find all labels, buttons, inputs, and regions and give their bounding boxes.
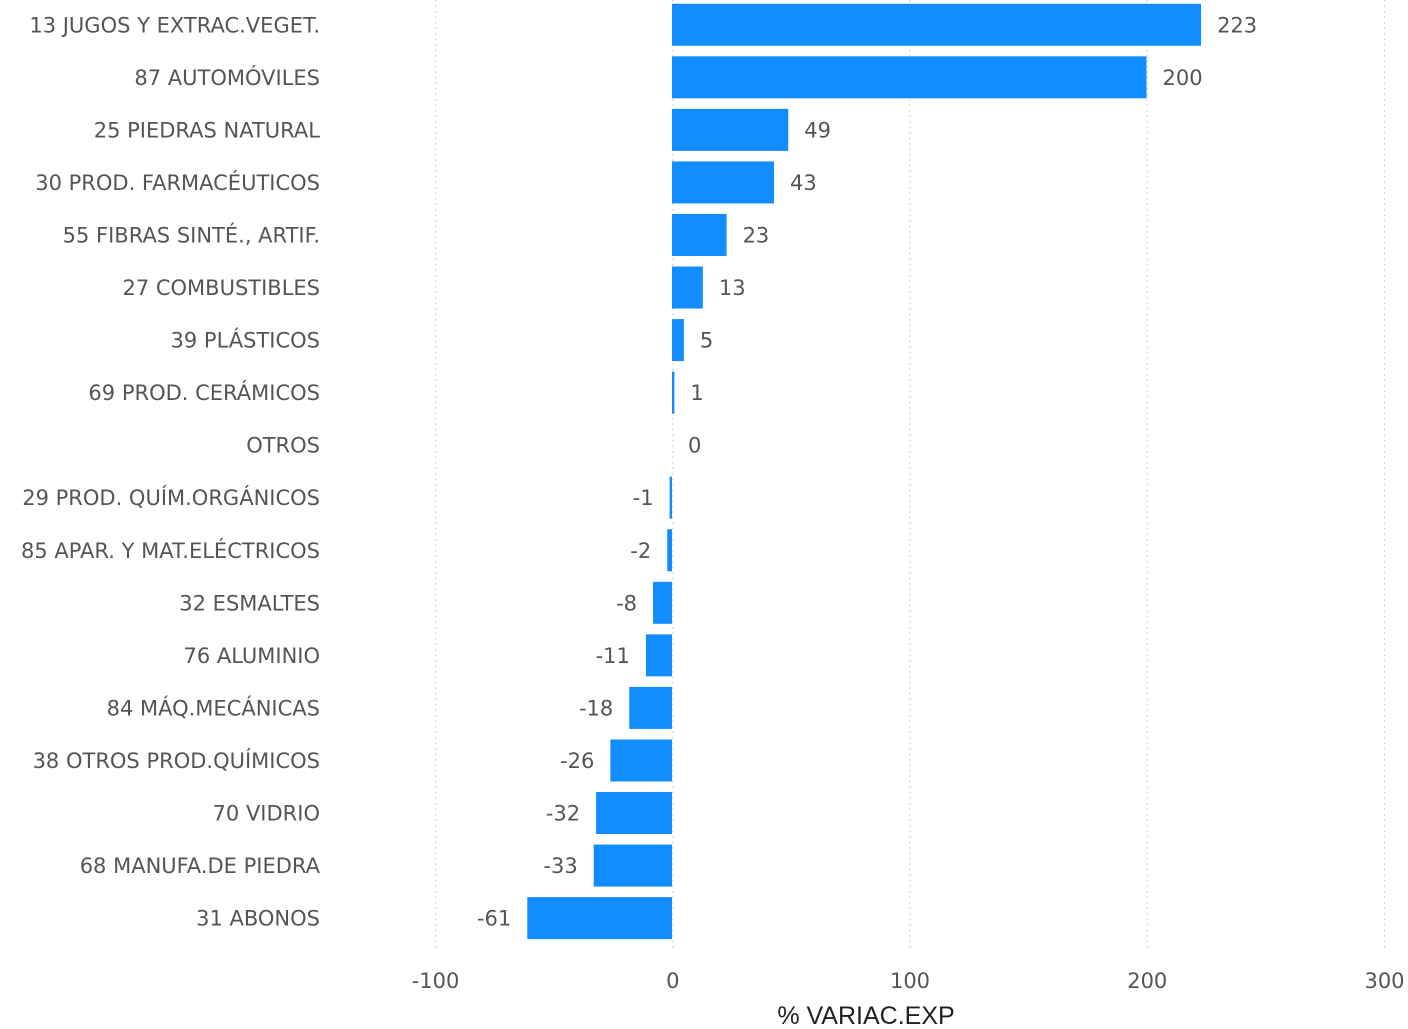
- x-tick-label: 100: [890, 969, 930, 993]
- bar: [596, 792, 672, 834]
- data-label: 1: [690, 381, 703, 405]
- category-label: 31 ABONOS: [196, 907, 320, 931]
- category-label: 25 PIEDRAS NATURAL: [94, 118, 321, 142]
- category-label: 55 FIBRAS SINTÉ., ARTIF.: [63, 222, 320, 247]
- bar: [629, 687, 672, 729]
- data-label: -11: [596, 644, 630, 668]
- bar: [672, 161, 774, 203]
- category-label: 39 PLÁSTICOS: [171, 328, 320, 353]
- category-label: 27 COMBUSTIBLES: [122, 276, 320, 300]
- data-label: -8: [616, 591, 637, 615]
- bar: [610, 739, 672, 781]
- bar: [672, 4, 1201, 46]
- category-label: 32 ESMALTES: [179, 591, 320, 615]
- category-label: 69 PROD. CERÁMICOS: [88, 380, 320, 405]
- category-label: 13 JUGOS Y EXTRAC.VEGET.: [29, 13, 320, 37]
- category-label: 68 MANUFA.DE PIEDRA: [80, 854, 321, 878]
- category-label: 87 AUTOMÓVILES: [134, 65, 320, 90]
- data-label: 43: [790, 171, 817, 195]
- bar: [646, 634, 672, 676]
- category-label: 30 PROD. FARMACÉUTICOS: [35, 170, 320, 195]
- bars: [527, 4, 1201, 939]
- data-label: -26: [560, 749, 594, 773]
- data-labels: 223 200 49 43 23 13 5 1 0 -1 -2 -8 -11 -18 -26 -32 -33 -6…: [477, 13, 1257, 930]
- data-label: -18: [579, 696, 613, 720]
- category-label: OTROS: [246, 434, 320, 458]
- bar: [653, 582, 672, 624]
- bar: [594, 845, 672, 887]
- data-label: 0: [688, 434, 701, 458]
- data-label: 5: [700, 329, 713, 353]
- category-labels: 13 JUGOS Y EXTRAC.VEGET. 87 AUTOMÓVILES 25…: [21, 13, 321, 930]
- bar: [672, 109, 788, 151]
- category-label: 85 APAR. Y MAT.ELÉCTRICOS: [21, 538, 320, 563]
- category-label: 38 OTROS PROD.QUÍMICOS: [33, 748, 320, 773]
- bar: [672, 56, 1147, 98]
- category-label: 29 PROD. QUÍM.ORGÁNICOS: [22, 485, 320, 510]
- data-label: 23: [743, 223, 770, 247]
- bar: [672, 267, 703, 309]
- data-label: 13: [719, 276, 746, 300]
- bar: [670, 477, 672, 519]
- x-tick-label: 200: [1127, 969, 1167, 993]
- bar: [672, 319, 684, 361]
- bar: [527, 897, 672, 939]
- category-label: 70 VIDRIO: [213, 802, 320, 826]
- data-label: 223: [1217, 13, 1257, 37]
- x-axis-title: % VARIAC.EXP: [777, 1002, 954, 1029]
- data-label: 200: [1163, 66, 1203, 90]
- data-label: -61: [477, 907, 511, 931]
- data-label: -2: [630, 539, 651, 563]
- category-label: 76 ALUMINIO: [183, 644, 320, 668]
- x-tick-label: -100: [412, 969, 460, 993]
- x-axis-ticks: -100 0 100 200 300: [412, 969, 1405, 993]
- data-label: -33: [543, 854, 577, 878]
- data-label: 49: [804, 118, 831, 142]
- category-label: 84 MÁQ.MECÁNICAS: [107, 695, 320, 720]
- x-tick-label: 0: [666, 969, 679, 993]
- bar: [672, 214, 727, 256]
- bar: [667, 529, 672, 571]
- x-tick-label: 300: [1364, 969, 1404, 993]
- data-label: -1: [633, 486, 654, 510]
- bar: [672, 372, 674, 414]
- data-label: -32: [546, 802, 580, 826]
